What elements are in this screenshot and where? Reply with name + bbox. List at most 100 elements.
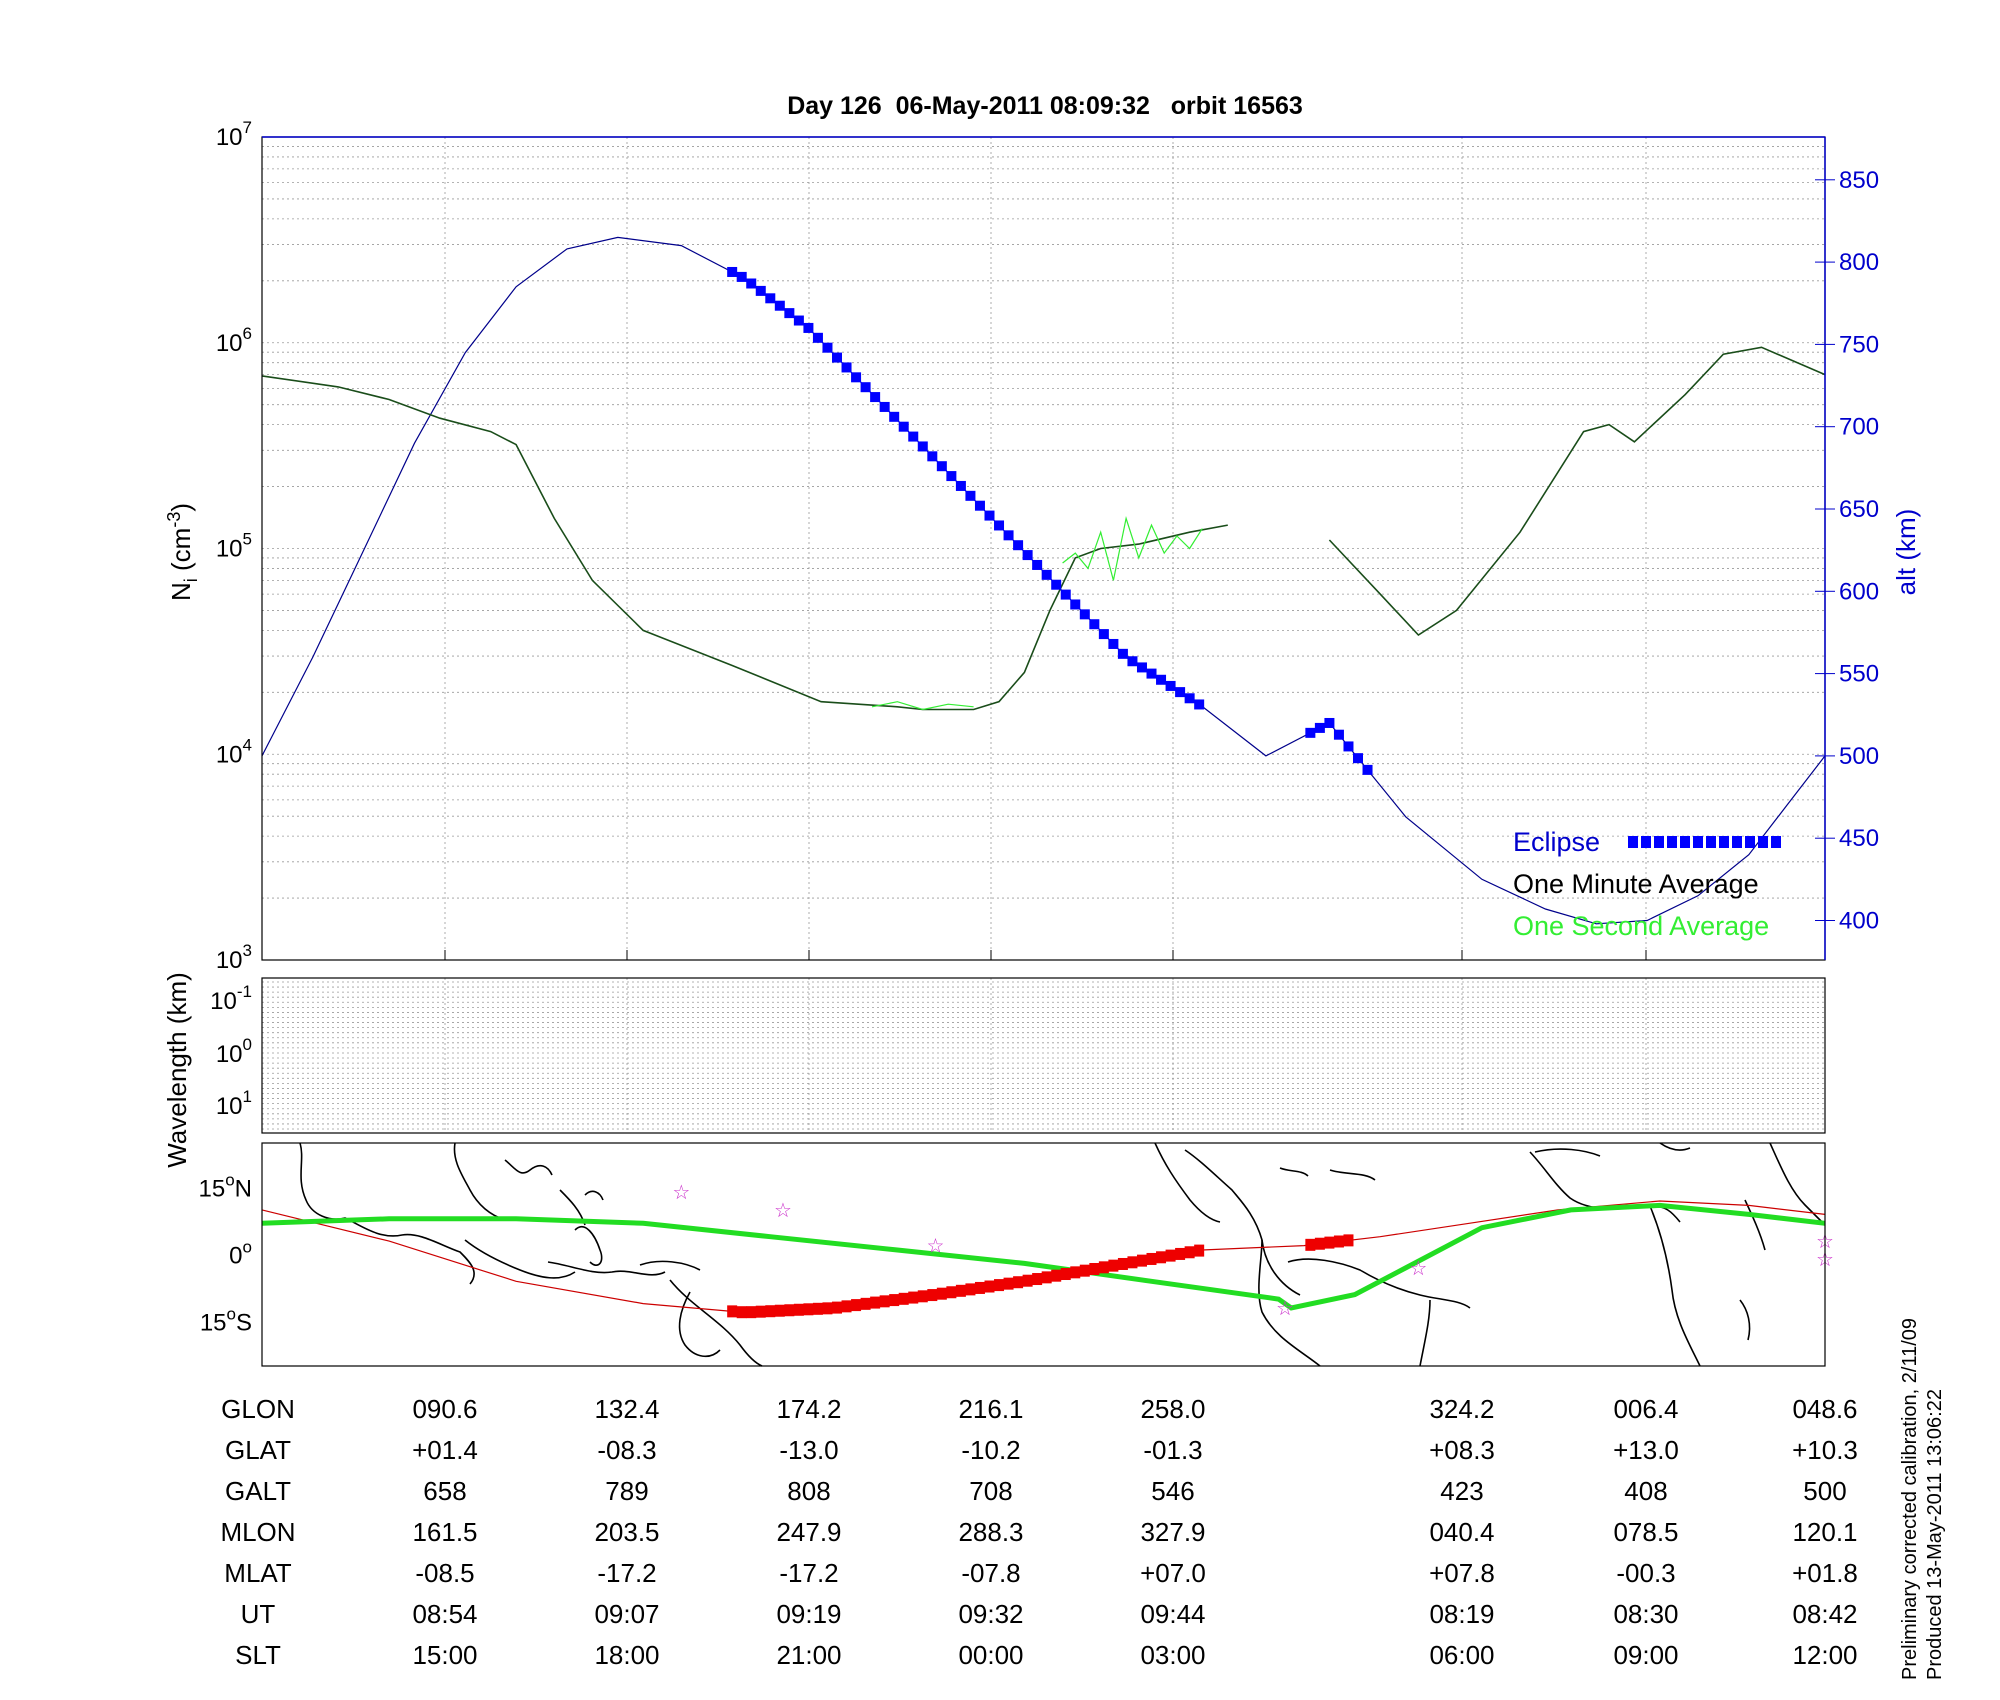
eclipse-marker <box>1305 727 1316 738</box>
eclipse-marker <box>1343 741 1354 752</box>
eclipse-marker <box>1136 662 1147 673</box>
eclipse-track-marker <box>1117 1257 1128 1270</box>
table-cell: -10.2 <box>961 1435 1020 1465</box>
legend: Eclipse One Minute Average One Second Av… <box>1513 827 1781 941</box>
table-cell: 18:00 <box>594 1640 659 1670</box>
eclipse-track-marker <box>1194 1244 1205 1257</box>
eclipse-track-marker <box>927 1289 938 1302</box>
produced-note: Produced 13-May-2011 13:06:22 <box>1924 1389 1946 1680</box>
tick-base: 10 <box>216 1041 243 1068</box>
eclipse-marker <box>736 271 747 282</box>
eclipse-marker <box>1022 550 1033 561</box>
map-y-tick-label: 15oN <box>198 1171 252 1203</box>
eclipse-marker <box>1146 668 1157 679</box>
eclipse-track-marker <box>765 1305 776 1318</box>
table-cell: 08:42 <box>1792 1599 1857 1629</box>
table-cell: 00:00 <box>958 1640 1023 1670</box>
eclipse-marker <box>1051 579 1062 590</box>
wavelength-plot-area <box>262 978 1825 1133</box>
eclipse-track-marker <box>774 1304 785 1317</box>
altitude-tick-label: 850 <box>1839 167 1879 194</box>
eclipse-marker <box>927 451 938 462</box>
eclipse-marker <box>1353 753 1364 764</box>
table-cell: -08.5 <box>415 1558 474 1588</box>
tick-base: 10 <box>216 1093 243 1120</box>
chart-title: Day 126 06-May-2011 08:09:32 orbit 16563 <box>787 92 1303 120</box>
table-cell: 203.5 <box>594 1517 659 1547</box>
table-cell: 006.4 <box>1613 1394 1678 1424</box>
eclipse-track-marker <box>1165 1249 1176 1262</box>
altitude-tick-label: 700 <box>1839 414 1879 441</box>
legend-eclipse-square <box>1693 836 1703 848</box>
eclipse-marker <box>1333 729 1344 740</box>
one-second-average-line <box>1062 516 1203 581</box>
table-cell: 078.5 <box>1613 1517 1678 1547</box>
eclipse-marker <box>1314 722 1325 733</box>
table-cell: 040.4 <box>1429 1517 1494 1547</box>
legend-eclipse-square <box>1628 836 1638 848</box>
table-cell: 258.0 <box>1140 1394 1205 1424</box>
density-y-axis-label: Ni (cm-3) <box>164 503 201 601</box>
legend-eclipse-square <box>1641 836 1651 848</box>
table-cell: 247.9 <box>776 1517 841 1547</box>
table-cell: 174.2 <box>776 1394 841 1424</box>
density-y-tick-label: 104 <box>216 735 252 768</box>
map-plot-frame <box>261 1142 1826 1367</box>
one-minute-average-line <box>261 375 1228 711</box>
eclipse-track-marker <box>736 1306 747 1319</box>
tick-base: 10 <box>216 536 243 563</box>
eclipse-track-marker <box>832 1301 843 1314</box>
lat-number: 15 <box>200 1309 227 1336</box>
eclipse-track-marker <box>1098 1261 1109 1274</box>
eclipse-track-marker <box>822 1302 833 1315</box>
eclipse-track-marker <box>803 1303 814 1316</box>
altitude-tick-label: 550 <box>1839 661 1879 688</box>
eclipse-track-marker <box>1013 1276 1024 1289</box>
eclipse-track-marker <box>841 1300 852 1313</box>
eclipse-marker <box>1362 764 1373 775</box>
eclipse-marker <box>936 461 947 472</box>
eclipse-marker <box>755 285 766 296</box>
eclipse-marker <box>1003 530 1014 541</box>
eclipse-marker <box>1079 609 1090 620</box>
eclipse-track-marker <box>994 1279 1005 1292</box>
legend-eclipse-square <box>1732 836 1742 848</box>
density-y-label-sup: -3 <box>164 512 184 528</box>
tick-exponent: 6 <box>243 324 252 343</box>
table-cell: +07.0 <box>1140 1558 1206 1588</box>
eclipse-marker <box>965 490 976 501</box>
table-cell: 120.1 <box>1792 1517 1857 1547</box>
table-cell: 324.2 <box>1429 1394 1494 1424</box>
eclipse-track-marker <box>984 1280 995 1293</box>
eclipse-marker <box>1324 717 1335 728</box>
eclipse-marker <box>974 500 985 511</box>
table-row-label: UT <box>241 1599 276 1629</box>
table-cell: +01.8 <box>1792 1558 1858 1588</box>
legend-one-minute-label: One Minute Average <box>1513 869 1759 899</box>
eclipse-marker <box>765 293 776 304</box>
eclipse-marker <box>946 471 957 482</box>
eclipse-track-marker <box>1314 1237 1325 1250</box>
eclipse-track-marker <box>755 1305 766 1318</box>
eclipse-track-marker <box>908 1291 919 1304</box>
tick-exponent: 4 <box>243 735 252 754</box>
lat-hemisphere: N <box>235 1176 252 1203</box>
wavelength-y-tick-label: 100 <box>216 1035 252 1068</box>
altitude-y-tick-labels: 400 450 500 550 600 650 700 750 800 850 <box>1815 167 1879 934</box>
table-cell: 08:19 <box>1429 1599 1494 1629</box>
eclipse-marker <box>955 480 966 491</box>
eclipse-track-marker <box>889 1294 900 1307</box>
eclipse-marker <box>1194 699 1205 710</box>
eclipse-marker <box>1108 638 1119 649</box>
eclipse-track-marker <box>936 1287 947 1300</box>
eclipse-track-marker <box>1305 1238 1316 1251</box>
table-cell: -00.3 <box>1616 1558 1675 1588</box>
wavelength-gridlines <box>262 978 1826 1133</box>
table-cell: -13.0 <box>779 1435 838 1465</box>
eclipse-track-marker <box>746 1306 757 1319</box>
tick-base: 10 <box>216 330 243 357</box>
table-cell: 09:32 <box>958 1599 1023 1629</box>
eclipse-marker <box>1127 656 1138 667</box>
table-cell: 423 <box>1440 1476 1483 1506</box>
eclipse-marker <box>870 392 881 403</box>
